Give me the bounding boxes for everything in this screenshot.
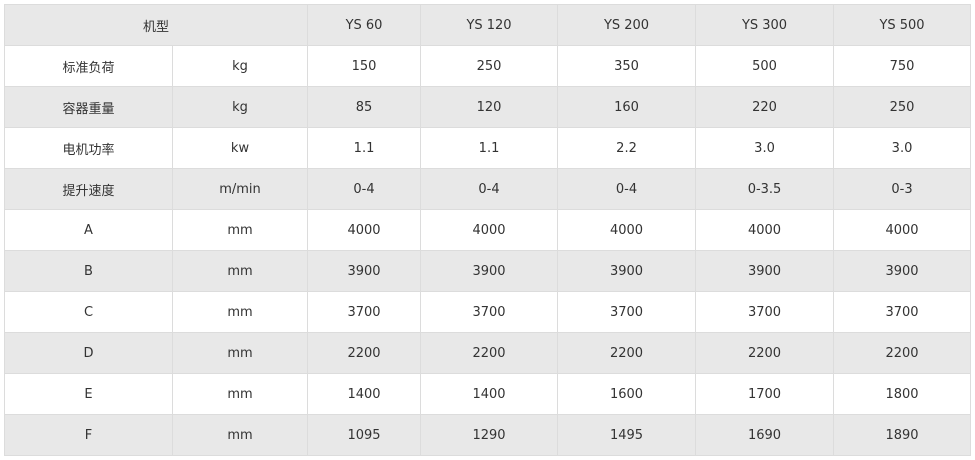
model-header: YS 300	[695, 4, 835, 46]
table-row: 容器重量 kg 85 120 160 220 250	[4, 86, 972, 128]
value-cell: 1890	[833, 414, 972, 456]
row-unit: mm	[171, 414, 309, 456]
value-cell: 2.2	[557, 127, 697, 169]
value-cell: 3900	[307, 250, 422, 292]
value-cell: 3.0	[833, 127, 972, 169]
value-cell: 350	[557, 45, 697, 87]
header-label: 机型	[3, 4, 309, 46]
value-cell: 4000	[420, 209, 559, 251]
model-header: YS 60	[307, 4, 422, 46]
value-cell: 4000	[557, 209, 697, 251]
model-header: YS 120	[420, 4, 559, 46]
value-cell: 2200	[307, 332, 422, 374]
value-cell: 160	[557, 86, 697, 128]
value-cell: 4000	[695, 209, 835, 251]
value-cell: 4000	[833, 209, 972, 251]
row-unit: mm	[171, 373, 309, 415]
table-row: 电机功率 kw 1.1 1.1 2.2 3.0 3.0	[4, 127, 972, 169]
value-cell: 3900	[420, 250, 559, 292]
value-cell: 3900	[557, 250, 697, 292]
value-cell: 0-4	[420, 168, 559, 210]
spec-table: 机型 YS 60 YS 120 YS 200 YS 300 YS 500 标准负…	[3, 4, 972, 456]
value-cell: 150	[307, 45, 422, 87]
value-cell: 120	[420, 86, 559, 128]
value-cell: 3700	[833, 291, 972, 333]
value-cell: 3.0	[695, 127, 835, 169]
table-row: 提升速度 m/min 0-4 0-4 0-4 0-3.5 0-3	[4, 168, 972, 210]
row-unit: m/min	[171, 168, 309, 210]
value-cell: 1400	[307, 373, 422, 415]
model-header: YS 200	[557, 4, 697, 46]
value-cell: 3700	[307, 291, 422, 333]
row-name: C	[4, 291, 173, 333]
value-cell: 1600	[557, 373, 697, 415]
value-cell: 3700	[557, 291, 697, 333]
row-unit: mm	[171, 291, 309, 333]
table-row: 标准负荷 kg 150 250 350 500 750	[4, 45, 972, 87]
value-cell: 1.1	[307, 127, 422, 169]
row-unit: mm	[171, 250, 309, 292]
row-name: 电机功率	[4, 127, 173, 169]
row-name: E	[4, 373, 173, 415]
row-name: 标准负荷	[4, 45, 173, 87]
row-name: 容器重量	[4, 86, 173, 128]
value-cell: 1800	[833, 373, 972, 415]
value-cell: 220	[695, 86, 835, 128]
row-name: 提升速度	[4, 168, 173, 210]
row-unit: mm	[171, 209, 309, 251]
value-cell: 0-4	[307, 168, 422, 210]
value-cell: 750	[833, 45, 972, 87]
row-unit: mm	[171, 332, 309, 374]
model-header: YS 500	[833, 4, 972, 46]
row-unit: kg	[171, 45, 309, 87]
value-cell: 85	[307, 86, 422, 128]
value-cell: 3900	[833, 250, 972, 292]
value-cell: 1095	[307, 414, 422, 456]
row-unit: kg	[171, 86, 309, 128]
value-cell: 3700	[695, 291, 835, 333]
value-cell: 1690	[695, 414, 835, 456]
value-cell: 2200	[833, 332, 972, 374]
value-cell: 2200	[695, 332, 835, 374]
value-cell: 250	[420, 45, 559, 87]
value-cell: 4000	[307, 209, 422, 251]
row-name: B	[4, 250, 173, 292]
value-cell: 1495	[557, 414, 697, 456]
row-name: A	[4, 209, 173, 251]
value-cell: 3900	[695, 250, 835, 292]
value-cell: 2200	[557, 332, 697, 374]
value-cell: 2200	[420, 332, 559, 374]
row-name: F	[4, 414, 173, 456]
value-cell: 1700	[695, 373, 835, 415]
value-cell: 250	[833, 86, 972, 128]
header-row: 机型 YS 60 YS 120 YS 200 YS 300 YS 500	[3, 4, 972, 46]
value-cell: 0-4	[557, 168, 697, 210]
value-cell: 1.1	[420, 127, 559, 169]
row-unit: kw	[171, 127, 309, 169]
value-cell: 3700	[420, 291, 559, 333]
value-cell: 500	[695, 45, 835, 87]
row-name: D	[4, 332, 173, 374]
value-cell: 0-3	[833, 168, 972, 210]
value-cell: 0-3.5	[695, 168, 835, 210]
value-cell: 1400	[420, 373, 559, 415]
value-cell: 1290	[420, 414, 559, 456]
